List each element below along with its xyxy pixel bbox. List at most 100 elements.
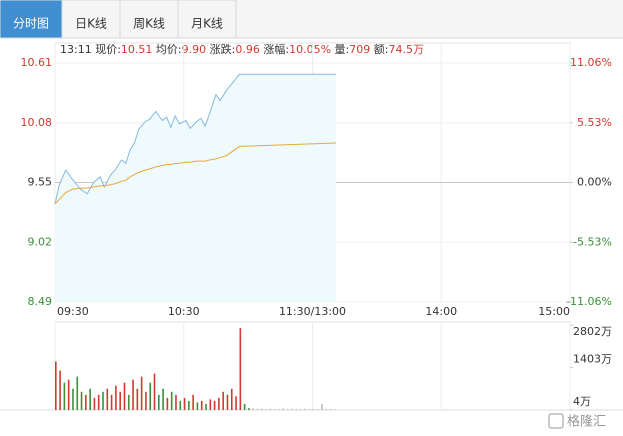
volume-bar (55, 361, 57, 410)
tab-label[interactable]: 分时图 (13, 17, 49, 31)
volume-bar (188, 400, 190, 410)
price-line (54, 73, 337, 205)
volume-bar (183, 397, 186, 410)
volume-bar (80, 391, 83, 410)
info-label: 涨幅: (263, 43, 289, 56)
volume-bar (303, 408, 306, 410)
volume-bar (67, 379, 70, 410)
volume-bar (299, 409, 302, 410)
volume-bar (312, 409, 315, 410)
volume-bar (333, 409, 336, 410)
volume-bar (218, 397, 220, 410)
volume-bar (200, 400, 203, 410)
volume-bar (213, 400, 216, 410)
average-line (54, 142, 337, 205)
volume-bar (329, 409, 332, 410)
volume-bar (316, 409, 319, 410)
volume-bar (166, 397, 169, 410)
info-line: 13:11 现价:10.51 均价:9.90 涨跌:0.96 涨幅:10.05%… (60, 42, 424, 56)
volume-bar (63, 382, 66, 410)
volume-bar (59, 370, 61, 410)
volume-bar (162, 388, 164, 410)
tab-label[interactable]: 周K线 (133, 17, 165, 31)
volume-bar (235, 396, 237, 410)
volume-bar (261, 408, 263, 410)
y2-tick-label: -11.06% (566, 295, 612, 308)
volume-bar (226, 394, 229, 410)
volume-bar (170, 391, 173, 410)
volume-tick-label: 1403万 (573, 352, 612, 365)
info-label: 额: (374, 43, 389, 56)
volume-bar (140, 376, 143, 410)
volume-bar (230, 388, 233, 410)
volume-bar (239, 328, 242, 410)
volume-bar (243, 403, 246, 410)
volume-bar (286, 409, 289, 410)
info-label: 现价: (95, 43, 121, 56)
tab[interactable] (0, 0, 63, 39)
volume-bar (102, 391, 104, 410)
volume-bar (175, 394, 177, 410)
volume-bar (252, 408, 255, 410)
x-tick-label: 15:00 (538, 305, 570, 318)
volume-bar (145, 391, 147, 410)
volume-bar (269, 408, 272, 410)
volume-bar (179, 400, 182, 410)
y2-tick-label: 11.06% (570, 56, 612, 69)
watermark: 格隆汇 (548, 413, 606, 430)
volume-bar (308, 409, 310, 410)
volume-bar (192, 394, 194, 410)
volume-bar (85, 394, 87, 410)
volume-bar (153, 373, 156, 410)
tab-label[interactable]: 日K线 (75, 17, 107, 31)
x-tick-label: 11:30/13:00 (279, 305, 346, 318)
volume-tick-label: 2802万 (573, 325, 612, 338)
y2-tick-label: 0.00% (577, 176, 612, 189)
y2-tick-label: 5.53% (577, 116, 612, 129)
volume-bar (136, 388, 139, 410)
volume-bar (115, 385, 117, 410)
logo (548, 413, 564, 429)
info-label: 涨跌: (210, 42, 236, 56)
watermark-text: 格隆汇 (567, 414, 606, 430)
y2-tick-label: -5.53% (573, 235, 612, 248)
volume-bar (106, 388, 109, 410)
volume-tick-label: 4万 (573, 395, 591, 408)
volume-bar (123, 382, 126, 410)
tab[interactable] (177, 0, 237, 39)
y-tick-label: 10.61 (21, 56, 53, 69)
volume-bar (196, 402, 199, 410)
volume-bar (205, 403, 207, 410)
volume-bar (76, 376, 79, 410)
volume-bar (256, 408, 259, 410)
volume-bar (209, 399, 212, 410)
info-value: 74.5万 (388, 43, 424, 56)
info-label: 量: (335, 43, 350, 56)
volume-bar (278, 409, 280, 410)
y-tick-label: 10.08 (21, 116, 53, 129)
volume-bar (89, 388, 91, 410)
info-time: 13:11 (60, 43, 92, 56)
volume-bar (248, 408, 250, 410)
volume-bar (295, 409, 297, 410)
info-value: 10.05% (289, 43, 331, 56)
volume-bar (132, 379, 134, 410)
info-value: 10.51 (121, 43, 153, 56)
x-tick-label: 14:00 (425, 305, 457, 318)
tab[interactable] (119, 0, 179, 39)
volume-bar (325, 409, 327, 410)
x-tick-label: 09:30 (57, 305, 89, 318)
tab-label[interactable]: 月K线 (191, 17, 223, 31)
volume-bar (127, 394, 130, 410)
y-tick-label: 8.49 (28, 295, 53, 308)
y-tick-label: 9.02 (28, 235, 53, 248)
volume-bar (291, 408, 293, 410)
info-value: 9.90 (182, 43, 207, 56)
volume-bar (265, 409, 267, 410)
volume-bar (72, 388, 74, 410)
info-value: 709 (349, 43, 370, 56)
info-value: 0.96 (235, 43, 260, 56)
volume-bar (110, 394, 113, 410)
